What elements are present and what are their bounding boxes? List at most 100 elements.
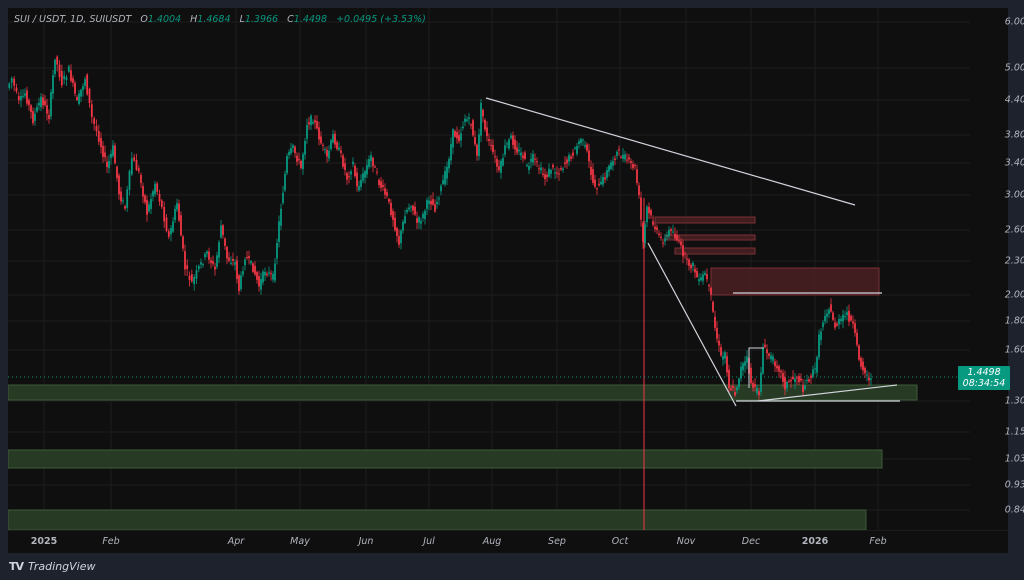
candle-body (8, 83, 11, 88)
candle-body (336, 142, 338, 149)
descending-trendline (485, 97, 856, 206)
candle-body (488, 139, 490, 141)
candle-body (518, 149, 520, 152)
candle-body (248, 256, 250, 259)
candle-body (534, 158, 536, 160)
candle-body (618, 149, 620, 151)
candle-body (324, 149, 326, 151)
candle-body (860, 358, 862, 367)
candle-body (242, 271, 244, 275)
candle-body (280, 208, 282, 226)
candle-body (264, 272, 266, 276)
candle-body (480, 102, 482, 136)
candle-body (197, 265, 200, 270)
candle-body (612, 161, 614, 166)
candle-body (560, 168, 562, 170)
price-tick-label: 2.3000 (1004, 255, 1024, 267)
candle-body (60, 71, 63, 86)
price-axis[interactable]: 6.0000 5.0000 4.4000 3.8000 3.4000 3.0000 2.60… (970, 8, 1024, 530)
chart-pane[interactable]: SUI / USDT, 1D, SUIUSDT O1.4004 H1.4684 … (8, 8, 1024, 554)
candle-body (470, 124, 472, 126)
candle-body (486, 127, 488, 137)
candle-body (224, 238, 226, 246)
candle-body (664, 238, 666, 242)
candle-body (372, 157, 374, 167)
candle-body (526, 165, 528, 167)
candle-body (140, 174, 142, 183)
candle-body (674, 233, 676, 239)
price-tick-label: 4.4000 (1004, 94, 1024, 106)
price-tick-label: 0.8400 (1004, 504, 1024, 516)
candle-body (666, 235, 668, 237)
candle-body (260, 279, 262, 290)
candle-body (44, 100, 46, 105)
candle-body (760, 372, 762, 392)
candle-body (368, 159, 370, 167)
candle-body (396, 228, 398, 237)
time-tick-label: Aug (482, 536, 502, 547)
candle-body (108, 160, 110, 169)
candle-body (308, 122, 310, 125)
candle-body (410, 206, 412, 208)
candle-body (514, 139, 516, 150)
candle-body (104, 152, 106, 158)
candle-body (842, 314, 844, 322)
low-value: 1.3966 (244, 14, 279, 25)
candle-body (686, 258, 688, 260)
candle-body (620, 156, 622, 158)
resistance-zone (654, 216, 756, 224)
candle-body (768, 353, 770, 356)
support-zone (8, 384, 918, 401)
candle-body (72, 78, 74, 83)
candle-body (446, 166, 448, 179)
candle-body (802, 385, 804, 392)
candle-body (702, 274, 704, 281)
candle-body (252, 263, 254, 272)
candle-body (133, 157, 136, 161)
tradingview-brand[interactable]: TV TradingView (9, 560, 96, 573)
candle-body (700, 277, 702, 281)
candle-body (650, 210, 652, 216)
candle-body (116, 166, 118, 179)
candle-body (302, 154, 304, 170)
candle-body (484, 119, 486, 130)
candle-body (692, 262, 694, 267)
candle-body (722, 356, 724, 360)
open-value: 1.4004 (147, 14, 182, 25)
last-price-value: 1.4498 (967, 367, 1001, 378)
candle-body (304, 140, 306, 155)
candle-body (672, 231, 674, 233)
candle-body (142, 186, 144, 197)
candle-body (706, 274, 708, 280)
candle-body (374, 166, 376, 168)
candle-body (814, 368, 816, 370)
candle-body (462, 126, 464, 129)
candle-body (338, 147, 340, 150)
candle-body (682, 244, 684, 257)
time-tick-label: Nov (676, 536, 696, 547)
candle-body (266, 273, 268, 276)
candle-body (52, 75, 54, 94)
candle-body (276, 242, 278, 259)
candle-body (840, 318, 842, 322)
candle-body (454, 130, 456, 137)
candle-body (452, 129, 454, 148)
candle-body (110, 153, 112, 158)
candle-body (520, 152, 522, 156)
candle-body (246, 257, 248, 259)
candle-body (856, 332, 858, 345)
candle-body (292, 145, 294, 148)
candle-body (88, 88, 91, 104)
support-zone (8, 449, 883, 469)
candle-body (848, 310, 850, 322)
candle-body (328, 150, 330, 159)
candle-body (830, 304, 832, 312)
candle-body (626, 159, 628, 161)
time-axis[interactable]: 2025 Feb Apr May Jun Jul Aug Sep Oct Nov Dec 2026 Fe… (8, 530, 1008, 554)
candle-body (602, 177, 604, 185)
candle-body (122, 200, 124, 202)
candle-body (568, 155, 570, 162)
candle-body (440, 185, 442, 192)
price-chart-plot[interactable] (8, 8, 970, 530)
candle-body (250, 261, 252, 264)
